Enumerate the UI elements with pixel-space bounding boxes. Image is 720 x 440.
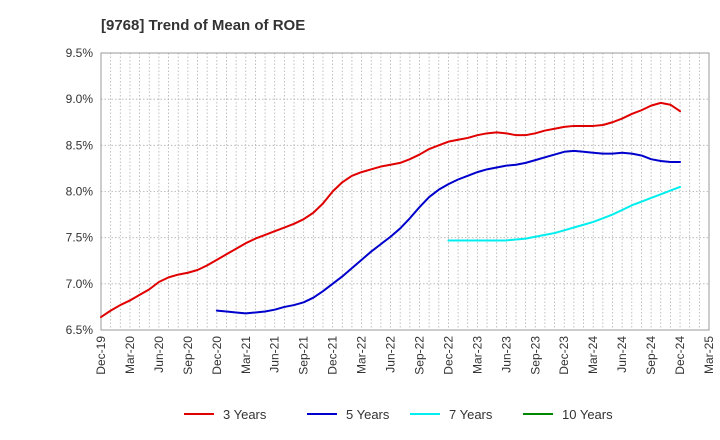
x-tick-label: Sep-23 (528, 336, 542, 375)
x-tick-label: Dec-23 (557, 336, 571, 375)
y-axis: 6.5% 7.0% 7.5% 8.0% 8.5% 9.0% 9.5% (66, 46, 94, 337)
y-tick-label: 9.5% (66, 46, 94, 60)
x-tick-label: Mar-23 (470, 336, 484, 374)
x-tick-label: Dec-19 (94, 336, 108, 375)
y-tick-label: 7.0% (66, 277, 94, 291)
plot-area-frame (100, 52, 710, 331)
x-tick-label: Jun-22 (384, 336, 398, 373)
x-tick-label: Jun-24 (615, 336, 629, 373)
series-lines (100, 101, 682, 319)
x-tick-label: Jun-23 (499, 336, 513, 373)
legend-label: 10 Years (562, 407, 613, 422)
series-line-1 (100, 101, 682, 319)
x-tick-label: Mar-25 (702, 336, 716, 374)
legend-label: 7 Years (449, 407, 493, 422)
x-tick-label: Mar-21 (239, 336, 253, 374)
x-tick-label: Mar-24 (586, 336, 600, 374)
y-tick-label: 8.5% (66, 138, 94, 152)
y-tick-label: 6.5% (66, 323, 94, 337)
x-tick-label: Mar-22 (355, 336, 369, 374)
y-tick-label: 7.5% (66, 231, 94, 245)
x-tick-label: Dec-20 (210, 336, 224, 375)
y-tick-label: 9.0% (66, 92, 94, 106)
x-tick-label: Jun-21 (268, 336, 282, 373)
x-tick-label: Sep-22 (412, 336, 426, 375)
x-tick-label: Sep-20 (181, 336, 195, 375)
x-axis: Dec-19 Mar-20 Jun-20 Sep-20 Dec-20 Mar-21 Jun-… (94, 336, 716, 375)
series-line-3 (447, 185, 682, 242)
y-tick-label: 8.0% (66, 185, 94, 199)
chart-gridlines (101, 53, 709, 330)
x-tick-label: Sep-21 (297, 336, 311, 375)
chart-title: [9768] Trend of Mean of ROE (101, 17, 305, 34)
x-tick-label: Dec-24 (673, 336, 687, 375)
x-tick-label: Jun-20 (152, 336, 166, 373)
legend: 3 Years 5 Years 7 Years 10 Years (184, 407, 613, 422)
x-tick-label: Dec-21 (326, 336, 340, 375)
legend-label: 5 Years (346, 407, 390, 422)
x-tick-label: Mar-20 (123, 336, 137, 374)
x-tick-label: Sep-24 (644, 336, 658, 375)
legend-label: 3 Years (223, 407, 267, 422)
x-tick-label: Dec-22 (441, 336, 455, 375)
series-line-2 (215, 149, 682, 315)
